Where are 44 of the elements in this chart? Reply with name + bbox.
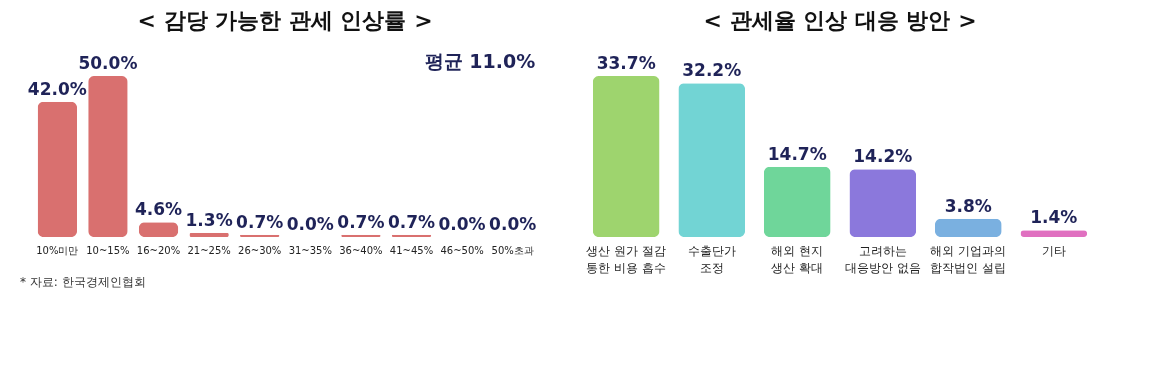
text: * 자료: 한국경제인협회 xyxy=(20,275,146,289)
data-label: 0.7% xyxy=(387,211,436,232)
bar xyxy=(88,75,128,237)
x-tick-label: 생산 원가 절감 통한 비용 흡수 xyxy=(586,243,666,275)
x-tick-label: 26~30% xyxy=(238,244,282,256)
x-tick-label: 16~20% xyxy=(136,244,181,256)
data-label: 4.6% xyxy=(134,199,183,220)
chart-title: < 감당 가능한 관세 인상률 > xyxy=(137,8,433,33)
bar xyxy=(763,166,831,237)
data-label: 42.0% xyxy=(27,78,87,99)
x-tick-label: 수출단가 조정 xyxy=(687,243,736,275)
bar xyxy=(592,75,660,237)
bar xyxy=(934,218,1002,237)
bar xyxy=(849,169,917,237)
data-label: 0.7% xyxy=(337,211,385,232)
data-label: 1.4% xyxy=(1030,207,1078,228)
x-tick-label: 고려하는 대응방안 없음 xyxy=(844,243,921,275)
data-label: 1.3% xyxy=(185,209,233,230)
bar xyxy=(678,83,746,237)
x-tick-label: 10%미만 xyxy=(36,244,79,256)
x-tick-label: 36~40% xyxy=(339,244,383,256)
data-label: 3.8% xyxy=(944,195,992,216)
data-label: 32.2% xyxy=(682,60,742,81)
text: 평균 11.0% xyxy=(424,50,536,72)
x-tick-label: 21~25% xyxy=(187,244,231,256)
data-label: 50.0% xyxy=(78,52,138,73)
x-tick-label: 46~50% xyxy=(440,244,484,256)
x-tick-label: 기타 xyxy=(1041,243,1066,258)
data-label: 33.7% xyxy=(596,52,656,73)
x-tick-label: 해외 기업과의 합작법인 설립 xyxy=(930,243,1007,275)
data-label: 0.0% xyxy=(286,214,334,234)
x-tick-label: 50%초과 xyxy=(491,244,534,256)
bar xyxy=(189,232,229,237)
chart-title: < 관세율 인상 대응 방안 > xyxy=(703,8,977,33)
x-tick-label: 해외 현지 생산 확대 xyxy=(771,243,824,275)
x-tick-label: 10~15% xyxy=(86,244,130,256)
data-label: 0.7% xyxy=(236,211,284,232)
data-label: 14.2% xyxy=(853,146,913,167)
bar xyxy=(37,101,78,237)
data-label: 0.0% xyxy=(489,214,537,234)
x-tick-label: 31~35% xyxy=(288,244,332,256)
data-label: 0.0% xyxy=(438,214,486,234)
x-tick-label: 41~45% xyxy=(389,244,434,256)
data-label: 14.7% xyxy=(767,143,827,164)
